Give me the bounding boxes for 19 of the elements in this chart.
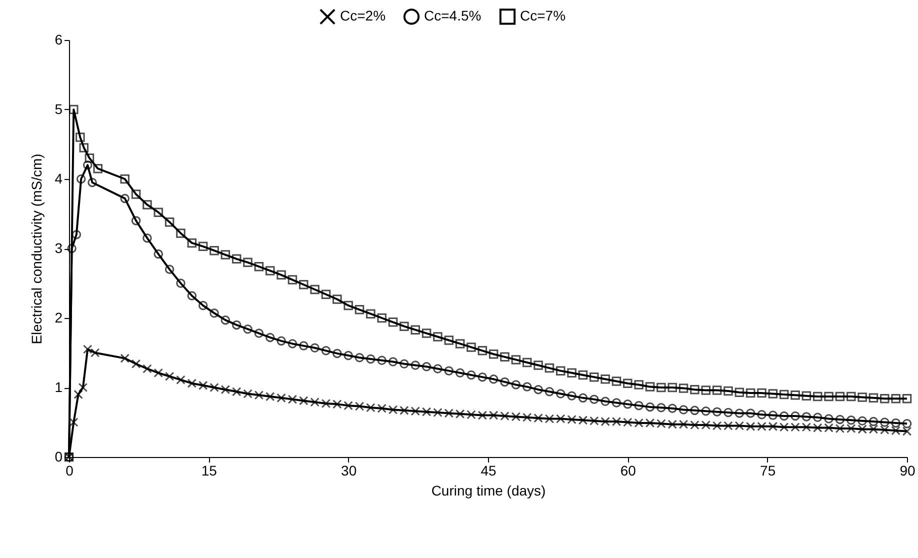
x-axis-title: Curing time (days) xyxy=(431,482,546,498)
x-tick-label: 90 xyxy=(900,462,916,478)
y-tick-label: 0 xyxy=(54,448,63,464)
x-tick-label: 75 xyxy=(760,462,776,478)
y-tick-label: 1 xyxy=(54,379,63,395)
y-tick-label: 6 xyxy=(54,32,63,48)
legend-label: Cc=4.5% xyxy=(424,8,482,24)
y-axis-title: Electrical conductivity (mS/cm) xyxy=(28,154,45,344)
x-tick-label: 30 xyxy=(341,462,357,478)
y-tick-label: 5 xyxy=(54,101,63,117)
x-tick-label: 0 xyxy=(66,462,74,478)
y-tick-label: 4 xyxy=(54,170,63,186)
legend-label: Cc=2% xyxy=(340,8,386,24)
x-tick-label: 45 xyxy=(480,462,496,478)
x-tick-label: 60 xyxy=(620,462,636,478)
legend-label: Cc=7% xyxy=(520,8,566,24)
y-tick-label: 2 xyxy=(54,310,63,326)
y-tick-label: 3 xyxy=(54,240,63,256)
x-tick-label: 15 xyxy=(201,462,218,478)
